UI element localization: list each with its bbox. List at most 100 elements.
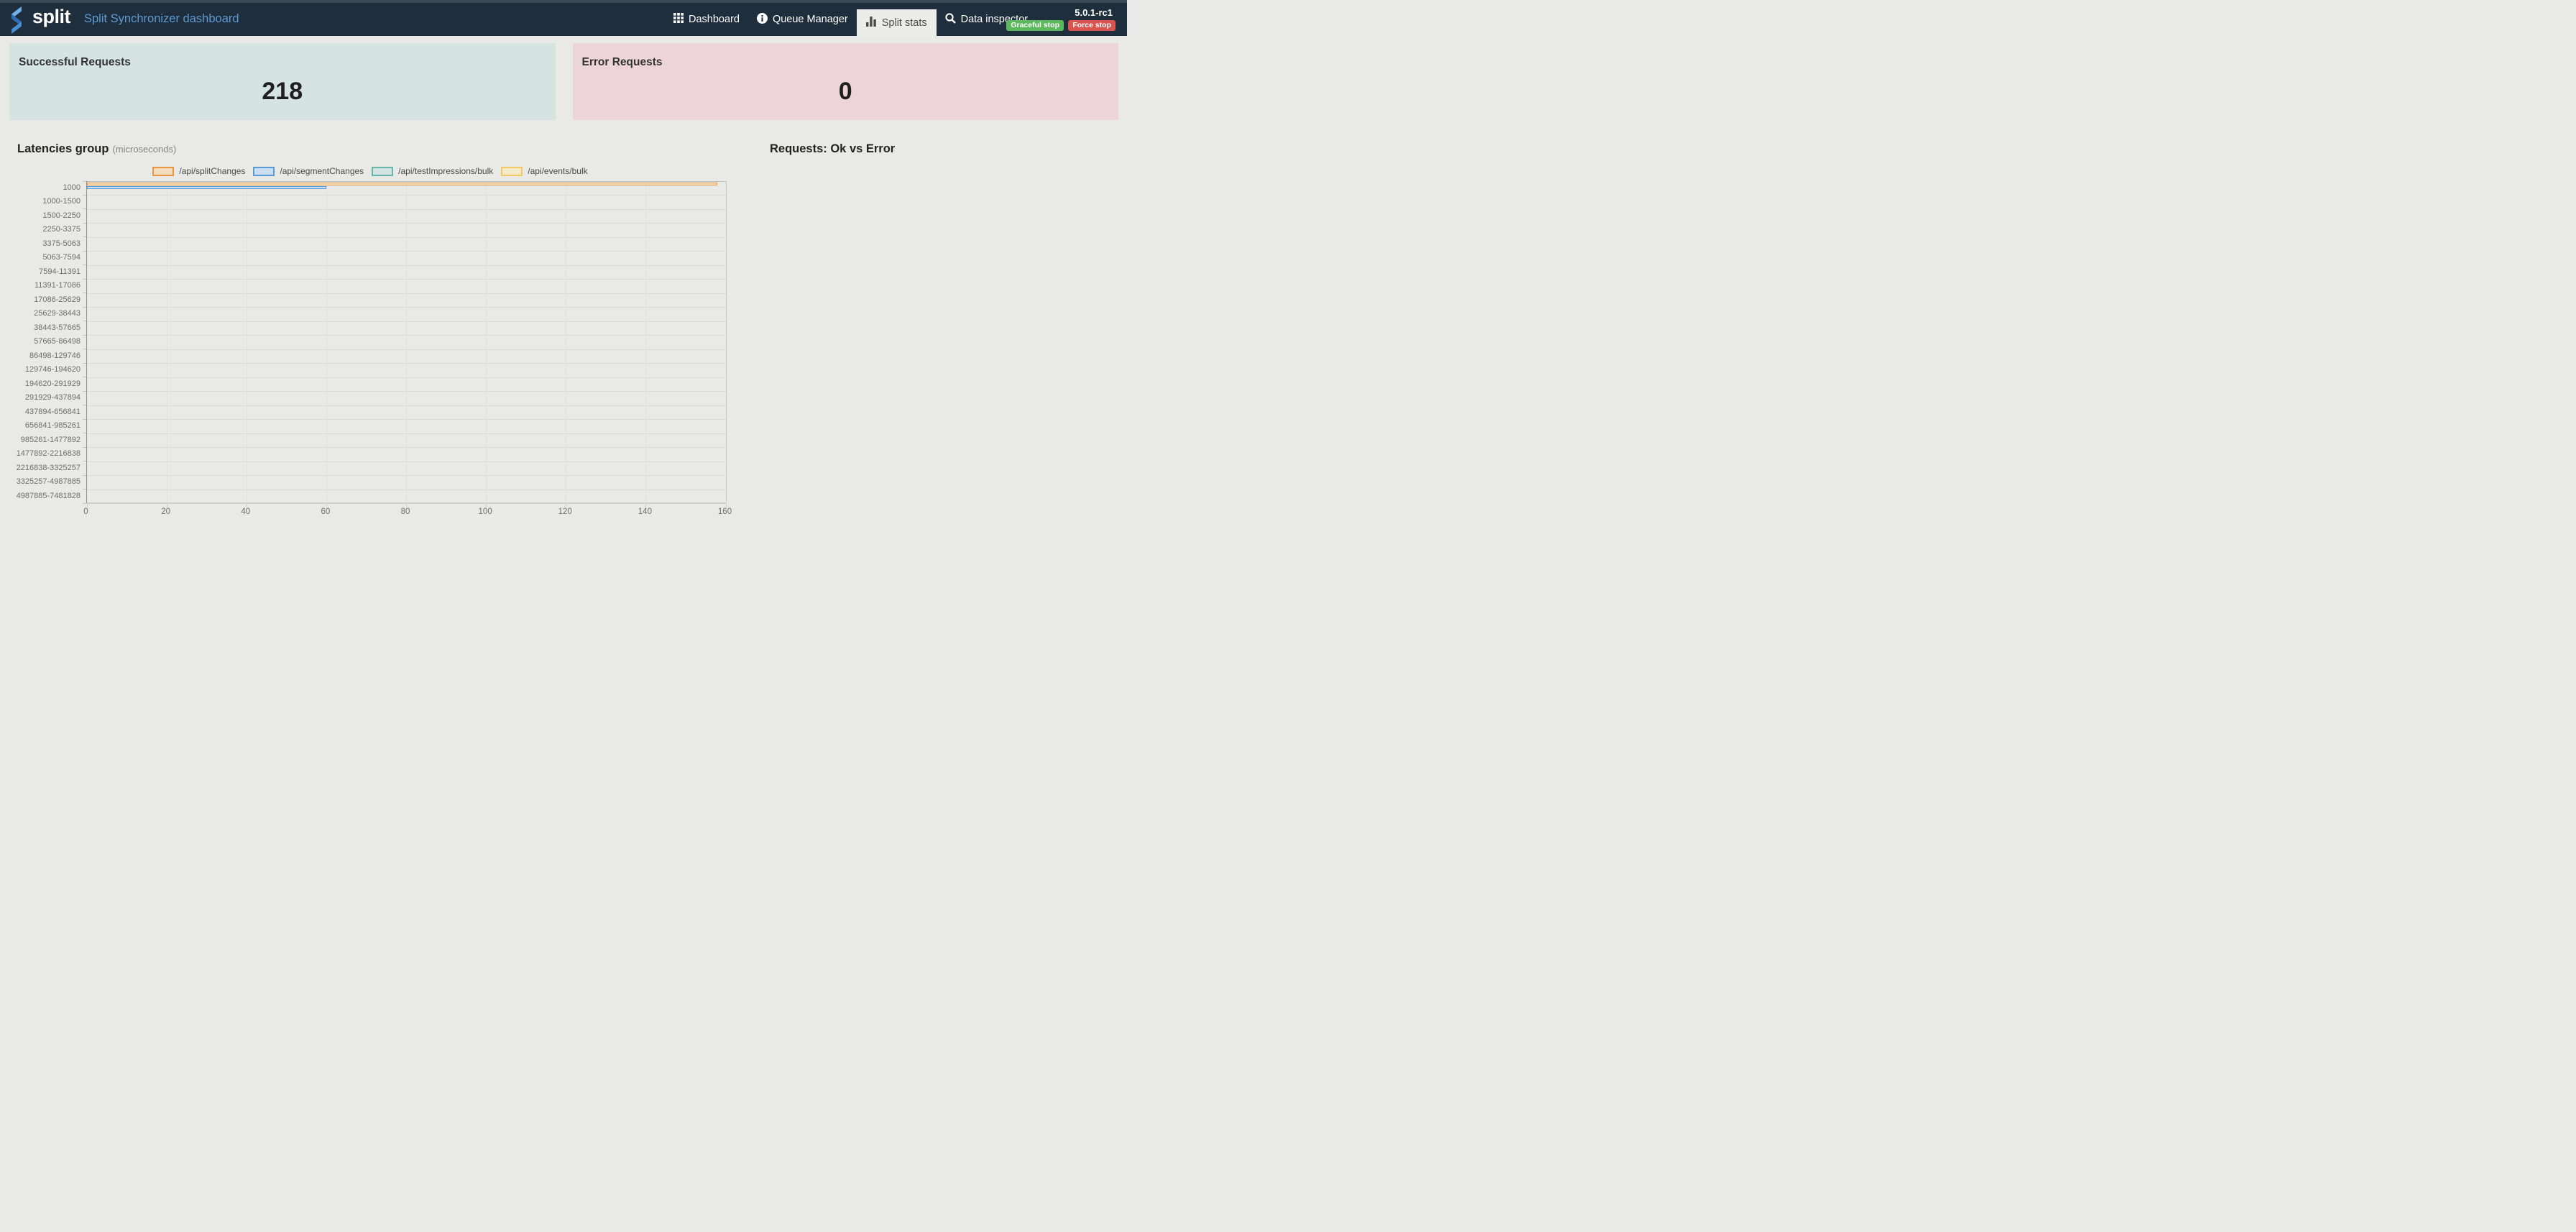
successful-requests-title: Successful Requests	[19, 56, 131, 68]
nav-item-data-inspector[interactable]: Data inspector	[937, 3, 1037, 36]
x-axis-tick	[486, 504, 487, 507]
x-axis-tick	[406, 504, 407, 507]
y-axis-label: 1000	[63, 183, 80, 192]
y-axis-tick	[82, 250, 86, 252]
nav-item-dashboard[interactable]: Dashboard	[665, 3, 748, 36]
y-axis-label: 17086-25629	[34, 295, 80, 304]
y-axis-label: 1000-1500	[42, 197, 80, 206]
legend-swatch	[501, 166, 523, 176]
x-axis-label: 140	[638, 507, 652, 516]
y-axis-tick	[82, 446, 86, 448]
y-axis-label: 129746-194620	[24, 365, 80, 374]
v-gridline	[406, 181, 407, 503]
legend-item[interactable]: /api/testImpressions/bulk	[372, 166, 493, 176]
info-icon	[756, 12, 768, 27]
error-requests-title: Error Requests	[581, 56, 663, 68]
legend-swatch	[253, 166, 275, 176]
latencies-title-text: Latencies group	[17, 142, 109, 155]
nav-item-split-stats[interactable]: Split stats	[856, 9, 937, 36]
x-axis-tick	[86, 504, 88, 507]
latencies-chart-plot	[82, 180, 727, 507]
legend-label: /api/splitChanges	[179, 166, 246, 176]
y-axis-label: 57665-86498	[34, 337, 80, 346]
y-axis-label: 2216838-3325257	[16, 463, 80, 472]
y-axis-label: 985261-1477892	[20, 435, 80, 444]
legend-item[interactable]: /api/splitChanges	[152, 166, 245, 176]
version-label: 5.0.1-rc1	[1075, 7, 1113, 18]
error-requests-card: Error Requests 0	[572, 43, 1118, 120]
legend-item[interactable]: /api/events/bulk	[501, 166, 588, 176]
y-axis-label: 291929-437894	[24, 393, 80, 403]
y-axis-tick	[82, 306, 86, 308]
y-axis-tick	[82, 222, 86, 224]
stat-cards-row: Successful Requests 218 Error Requests 0	[9, 43, 1118, 120]
error-requests-value: 0	[838, 78, 852, 105]
v-gridline	[486, 181, 487, 503]
y-axis-label: 656841-985261	[24, 421, 80, 431]
y-axis-tick	[82, 390, 86, 392]
y-axis-label: 38443-57665	[34, 323, 80, 332]
x-axis-label: 120	[558, 507, 572, 516]
y-axis-label: 1500-2250	[42, 211, 80, 220]
y-axis-label: 4987885-7481828	[16, 491, 80, 500]
legend-swatch	[152, 166, 175, 176]
v-gridline	[725, 181, 727, 503]
nav-item-label: Split stats	[881, 17, 927, 29]
y-axis-tick	[82, 502, 86, 504]
app-subtitle: Split Synchronizer dashboard	[84, 12, 239, 25]
legend-label: /api/testImpressions/bulk	[398, 166, 494, 176]
y-axis-label: 1477892-2216838	[16, 449, 80, 459]
force-stop-button[interactable]: Force stop	[1068, 20, 1116, 31]
nav-item-label: Dashboard	[689, 14, 740, 25]
y-axis-tick	[82, 418, 86, 420]
x-axis-label: 40	[241, 507, 251, 516]
legend-swatch	[372, 166, 394, 176]
x-axis-label: 100	[478, 507, 492, 516]
y-axis-label: 11391-17086	[34, 281, 80, 290]
split-logo	[8, 6, 25, 34]
y-axis-label: 194620-291929	[24, 379, 80, 388]
legend-item[interactable]: /api/segmentChanges	[253, 166, 364, 176]
y-axis-label: 3375-5063	[42, 239, 80, 248]
y-axis-tick	[82, 236, 86, 238]
y-axis-tick	[82, 194, 86, 196]
top-navbar: split Split Synchronizer dashboard Dashb…	[0, 0, 1127, 36]
y-axis-label: 5063-7594	[42, 253, 80, 262]
requests-section-title: Requests: Ok vs Error	[770, 142, 896, 155]
x-axis-label: 0	[83, 507, 88, 516]
y-axis-label: 437894-656841	[24, 407, 80, 416]
y-axis-tick	[82, 180, 86, 182]
x-axis-tick	[326, 504, 327, 507]
y-axis-tick	[82, 334, 86, 336]
y-axis-label: 3325257-4987885	[16, 477, 80, 487]
nav-item-queue-manager[interactable]: Queue Manager	[748, 3, 857, 36]
y-axis-tick	[82, 362, 86, 364]
y-axis-tick	[82, 278, 86, 280]
latencies-section-title: Latencies group (microseconds)	[17, 142, 176, 156]
x-axis-tick	[725, 504, 727, 507]
successful-requests-card: Successful Requests 218	[9, 43, 556, 120]
x-axis-label: 80	[400, 507, 410, 516]
x-axis-label: 20	[161, 507, 171, 516]
nav-item-label: Queue Manager	[772, 14, 848, 25]
y-axis-tick	[82, 474, 86, 476]
legend-label: /api/segmentChanges	[280, 166, 364, 176]
v-gridline	[326, 181, 327, 503]
y-axis-label: 86498-129746	[29, 351, 80, 360]
brand-name: split	[32, 6, 71, 27]
legend-label: /api/events/bulk	[528, 166, 588, 176]
nav-items: Dashboard Queue Manager Split stats	[665, 3, 1036, 36]
bar-chart-icon	[865, 16, 877, 29]
x-axis-label: 60	[321, 507, 331, 516]
y-axis-tick	[82, 208, 86, 210]
x-axis-line	[86, 502, 726, 504]
graceful-stop-button[interactable]: Graceful stop	[1006, 20, 1064, 31]
latencies-chart: 1000 1000-1500 1500-2250 2250-3375 3375-5063…	[0, 180, 762, 526]
latency-bar	[86, 182, 718, 186]
x-axis-tick	[645, 504, 647, 507]
v-gridline	[645, 181, 647, 503]
grid-icon	[673, 13, 684, 26]
latency-bar	[86, 185, 326, 189]
x-axis-label: 160	[717, 507, 732, 516]
latencies-units-text: (microseconds)	[112, 144, 177, 155]
